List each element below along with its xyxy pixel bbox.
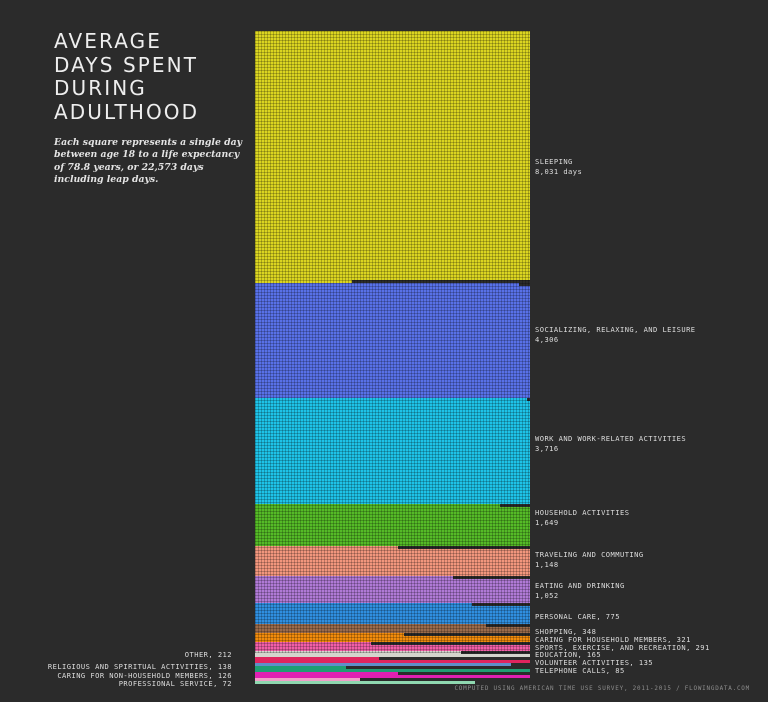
band-partial-row <box>255 666 346 669</box>
band-full-rows <box>255 401 530 504</box>
band-full-rows <box>255 645 530 651</box>
band-partial-row <box>255 283 519 286</box>
band-label-professional-service: PROFESSIONAL SERVICE, 72 <box>119 679 232 689</box>
band-partial-row <box>255 678 360 681</box>
band-value-text: 3,716 <box>535 444 559 454</box>
waffle-band <box>255 633 530 642</box>
band-label-sports-exercise-and-recreation: SPORTS, EXERCISE, AND RECREATION, 291 <box>535 643 710 653</box>
waffle-band <box>255 504 530 546</box>
band-label-text: SLEEPING <box>535 157 573 166</box>
band-partial-row <box>255 663 511 666</box>
band-label-volunteer-activities: VOLUNTEER ACTIVITIES, 135 <box>535 658 653 668</box>
band-label-socializing-relaxing-and-leisure: SOCIALIZING, RELAXING, AND LEISURE 4,306 <box>535 325 696 346</box>
band-label-shopping: SHOPPING, 348 <box>535 627 596 637</box>
waffle-band <box>255 681 530 684</box>
band-label-text: OTHER, 212 <box>184 650 232 659</box>
band-label-text: SHOPPING, 348 <box>535 627 597 636</box>
waffle-band <box>255 642 530 651</box>
band-label-household-activities: HOUSEHOLD ACTIVITIES 1,649 <box>535 508 629 529</box>
band-label-telephone-calls: TELEPHONE CALLS, 85 <box>535 666 625 676</box>
page-title-line-4: ADULTHOOD <box>54 99 200 124</box>
band-partial-row <box>255 603 473 606</box>
band-full-rows <box>255 669 530 672</box>
band-label-text: CARING FOR HOUSEHOLD MEMBERS, 321 <box>535 635 691 644</box>
band-full-rows <box>255 636 530 642</box>
band-label-text: HOUSEHOLD ACTIVITIES <box>535 508 630 517</box>
band-label-text: WORK AND WORK-RELATED ACTIVITIES <box>535 434 687 443</box>
band-partial-row <box>255 633 404 636</box>
waffle-band <box>255 666 530 672</box>
subtitle: Each square represents a single day betw… <box>54 137 243 186</box>
waffle-band <box>255 603 530 624</box>
band-label-traveling-and-commuting: TRAVELING AND COMMUTING 1,148 <box>535 550 644 571</box>
band-value-text: 1,052 <box>535 591 559 601</box>
band-label-caring-for-non-household-members: CARING FOR NON-HOUSEHOLD MEMBERS, 126 <box>57 671 232 681</box>
band-full-rows <box>255 507 530 546</box>
band-label-text: TELEPHONE CALLS, 85 <box>535 666 625 675</box>
band-label-text: PERSONAL CARE, 775 <box>535 612 620 621</box>
band-full-rows <box>255 579 530 603</box>
band-full-rows <box>255 675 530 678</box>
page-title-line-2: DAYS SPENT <box>54 52 199 77</box>
band-label-text: RELIGIOUS AND SPIRITUAL ACTIVITIES, 138 <box>47 662 232 671</box>
title-block: AVERAGE DAYS SPENT DURING ADULTHOOD Each… <box>54 29 254 187</box>
footer-credit: COMPUTED USING AMERICAN TIME USE SURVEY,… <box>454 686 750 692</box>
band-label-text: SOCIALIZING, RELAXING, AND LEISURE <box>535 325 696 334</box>
band-label-personal-care: PERSONAL CARE, 775 <box>535 612 620 622</box>
band-full-rows <box>255 31 530 280</box>
waffle-band <box>255 398 530 504</box>
waffle-band <box>255 651 530 657</box>
band-label-text: SPORTS, EXERCISE, AND RECREATION, 291 <box>535 643 710 652</box>
band-partial-row <box>255 546 398 549</box>
band-label-eating-and-drinking: EATING AND DRINKING 1,052 <box>535 581 625 602</box>
band-label-text: VOLUNTEER ACTIVITIES, 135 <box>535 658 654 667</box>
band-label-text: CARING FOR NON-HOUSEHOLD MEMBERS, 126 <box>57 671 232 680</box>
band-label-text: PROFESSIONAL SERVICE, 72 <box>118 679 232 688</box>
band-label-education: EDUCATION, 165 <box>535 650 601 660</box>
band-label-other: OTHER, 212 <box>185 650 232 660</box>
band-label-text: EATING AND DRINKING <box>535 581 625 590</box>
band-label-text: EDUCATION, 165 <box>535 650 602 659</box>
waffle-band <box>255 657 530 663</box>
band-value-text: 1,148 <box>535 560 559 570</box>
band-value-text: 4,306 <box>535 335 559 345</box>
waffle-chart <box>255 31 530 684</box>
band-full-rows <box>255 286 530 398</box>
waffle-band <box>255 663 530 666</box>
band-value-text: 8,031 days <box>535 167 583 177</box>
band-partial-row <box>255 576 453 579</box>
waffle-band <box>255 672 530 678</box>
band-label-work-and-work-related-activities: WORK AND WORK-RELATED ACTIVITIES 3,716 <box>535 434 686 455</box>
band-value-text: 1,649 <box>535 518 559 528</box>
band-label-religious-and-spiritual-activities: RELIGIOUS AND SPIRITUAL ACTIVITIES, 138 <box>48 662 232 672</box>
band-partial-row <box>255 642 371 645</box>
band-full-rows <box>255 627 530 633</box>
band-partial-row <box>255 651 462 654</box>
band-full-rows <box>255 549 530 576</box>
page-title-line-3: DURING <box>54 76 147 100</box>
band-label-sleeping: SLEEPING 8,031 days <box>535 157 582 178</box>
band-partial-row <box>255 279 352 283</box>
band-partial-row <box>255 681 475 684</box>
waffle-band <box>255 624 530 633</box>
band-label-text: TRAVELING AND COMMUTING <box>535 550 644 559</box>
band-partial-row <box>255 504 500 507</box>
band-full-rows <box>255 660 530 663</box>
page-title-line-1: AVERAGE <box>54 29 162 53</box>
waffle-band <box>255 31 530 283</box>
band-partial-row <box>255 398 528 401</box>
waffle-band <box>255 678 530 681</box>
waffle-band <box>255 576 530 603</box>
band-partial-row <box>255 657 379 660</box>
band-label-caring-for-household-members: CARING FOR HOUSEHOLD MEMBERS, 321 <box>535 635 691 645</box>
waffle-band <box>255 283 530 398</box>
band-partial-row <box>255 672 398 675</box>
waffle-band <box>255 546 530 576</box>
band-full-rows <box>255 654 530 657</box>
band-partial-row <box>255 624 486 627</box>
band-full-rows <box>255 606 530 624</box>
